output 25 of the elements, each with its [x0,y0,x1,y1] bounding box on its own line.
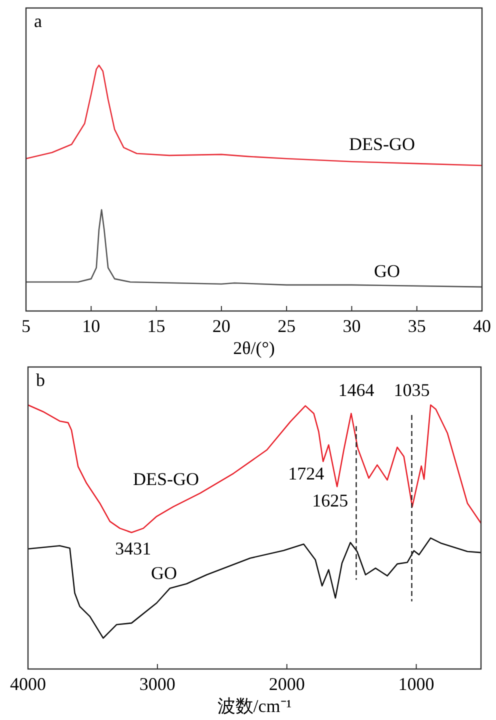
annotation: 1724 [288,464,324,484]
x-tick-label: 40 [473,316,491,336]
series-label: GO [151,563,177,583]
x-axis-title: 2θ/(°) [233,338,275,358]
annotation: 1625 [312,490,348,511]
chart-title: b [36,370,45,390]
series-label: DES-GO [349,134,415,154]
x-tick-label: 1000 [398,674,434,694]
ref-line-label: 1035 [394,380,430,400]
series-label: GO [374,261,400,281]
chart-title: a [34,11,42,31]
series-label: DES-GO [133,469,199,489]
x-tick-label: 10 [82,316,100,336]
x-tick-label: 25 [278,316,296,336]
x-tick-label: 2000 [268,674,305,694]
x-tick-label: 5 [22,316,30,336]
x-tick-label: 3000 [139,674,176,694]
annotation: 3431 [115,538,152,559]
x-axis-title: 波数/cm⁻¹ [217,696,292,716]
x-tick-label: 4000 [10,674,46,694]
x-tick-label: 15 [147,316,166,336]
ref-line-label: 1464 [338,380,374,400]
x-tick-label: 35 [408,316,426,336]
x-tick-label: 30 [342,316,361,336]
x-tick-label: 20 [212,316,230,336]
